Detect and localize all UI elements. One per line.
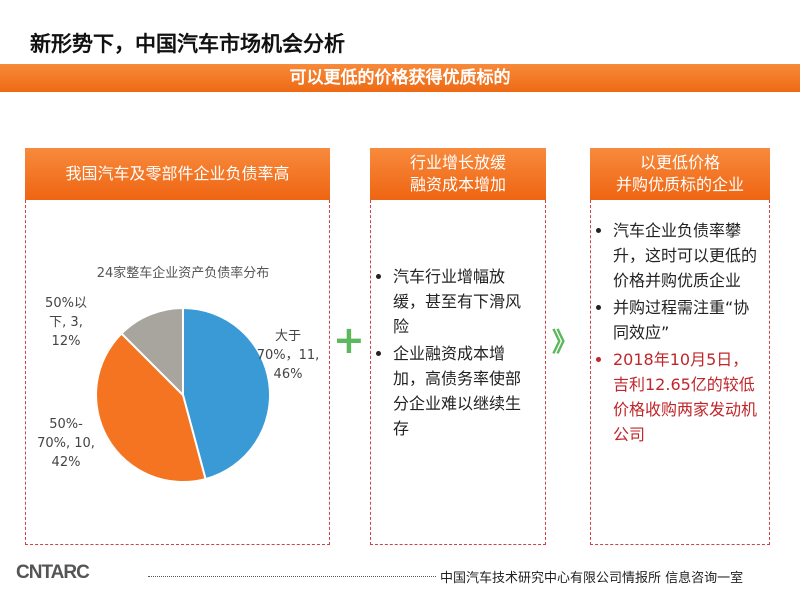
right-header-line: 并购优质标的企业 — [615, 175, 744, 194]
pie-slice — [95, 332, 207, 483]
footer-text: 中国汽车技术研究中心有限公司情报所 信息咨询一室 — [440, 571, 744, 586]
slice-label: 12% — [52, 334, 81, 349]
slice-label: 下, 3, — [49, 315, 83, 330]
bullet: 汽车企业负债率攀升，这时可以更低的价格并购优质企业 — [613, 218, 757, 293]
left-header-text: 我国汽车及零部件企业负债率高 — [65, 164, 290, 183]
slice-label: 50%以 — [45, 296, 87, 311]
bullet: 企业融资成本增加，高债务率使部分企业难以继续生存 — [393, 341, 535, 441]
cnatrc-logo: CNTARC — [16, 562, 90, 583]
slice-label: 50%- — [49, 417, 83, 432]
chart-title: 24家整车企业资产负债率分布 — [97, 265, 270, 281]
middle-panel: 汽车行业增幅放缓，甚至有下滑风险企业融资成本增加，高债务率使部分企业难以继续生存 — [370, 200, 546, 545]
right-header-line: 以更低价格 — [639, 153, 720, 172]
middle-header: 行业增长放缓 融资成本增加 — [370, 148, 546, 200]
slice-label: 70%, 10, — [37, 436, 95, 451]
pie-slice — [182, 306, 272, 481]
pie-slice — [120, 306, 184, 398]
bullet: 并购过程需注重“协同效应” — [613, 295, 757, 345]
middle-header-line: 融资成本增加 — [409, 175, 506, 194]
chevron-right-icon: 》 — [552, 328, 579, 358]
slice-label: 70%，11, — [257, 348, 320, 363]
bullet: 汽车行业增幅放缓，甚至有下滑风险 — [393, 264, 535, 339]
footer-divider — [148, 576, 436, 577]
middle-header-line: 行业增长放缓 — [409, 153, 506, 172]
right-header: 以更低价格并购优质标的企业 — [590, 148, 770, 200]
page-title: 新形势下，中国汽车市场机会分析 — [30, 32, 345, 56]
banner: 可以更低的价格获得优质标的 — [0, 64, 800, 92]
slice-label: 46% — [274, 367, 303, 382]
bullet-highlight: 2018年10月5日，吉利12.65亿的较低价格收购两家发动机公司 — [613, 347, 757, 447]
plus-icon: + — [333, 318, 365, 362]
right-panel: 汽车企业负债率攀升，这时可以更低的价格并购优质企业并购过程需注重“协同效应”20… — [590, 200, 770, 545]
left-panel: 24家整车企业资产负债率分布大于 70%，11, 46% 50%- 70%, 10, 42… — [25, 200, 330, 545]
slice-label: 42% — [52, 455, 81, 470]
slice-label: 大于 — [275, 329, 301, 344]
left-header: 我国汽车及零部件企业负债率高 — [25, 148, 330, 200]
